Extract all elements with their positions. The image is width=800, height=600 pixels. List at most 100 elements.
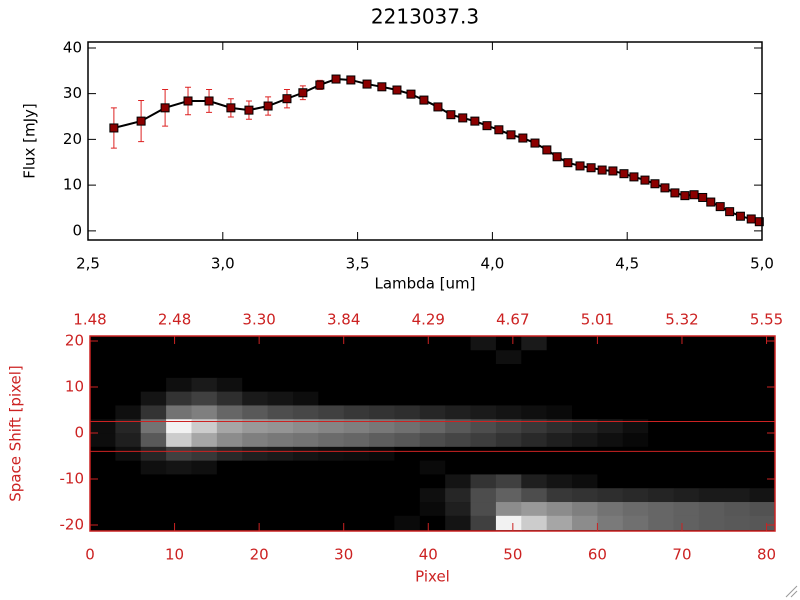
x-tick-label: 2,5 xyxy=(76,255,100,273)
heatmap-cell xyxy=(90,377,116,393)
heatmap-cell xyxy=(90,474,116,489)
heatmap-cell xyxy=(166,460,192,475)
resize-grip xyxy=(785,585,798,598)
heatmap-cell xyxy=(470,488,497,503)
heatmap-cell xyxy=(90,488,116,503)
marker xyxy=(608,166,618,176)
heatmap-cell xyxy=(749,419,776,434)
heatmap-cell xyxy=(749,336,776,351)
heatmap-cell xyxy=(698,474,725,489)
heatmap-cell xyxy=(343,377,370,393)
heatmap-cell xyxy=(216,515,243,531)
heatmap-cell xyxy=(242,364,269,379)
heatmap-cell xyxy=(343,502,370,517)
heatmap-cell xyxy=(166,405,192,420)
heatmap-cell xyxy=(495,433,522,448)
heatmap-cell xyxy=(267,377,294,393)
heatmap-cell xyxy=(90,460,116,475)
marker xyxy=(586,163,596,173)
marker xyxy=(563,158,573,168)
marker xyxy=(226,103,236,113)
heatmap-cell xyxy=(90,502,116,517)
heatmap-cell xyxy=(470,502,497,517)
heatmap-cell xyxy=(292,515,319,531)
x-tick-label: 4,0 xyxy=(480,255,504,273)
heatmap-cell xyxy=(597,350,624,365)
heatmap-cell xyxy=(90,433,116,448)
heatmap-cell xyxy=(216,419,243,434)
heatmap-cell xyxy=(166,502,192,517)
heatmap-cell xyxy=(369,474,395,489)
heatmap-cell xyxy=(749,405,776,420)
heatmap-cell xyxy=(115,460,142,475)
heatmap-cell xyxy=(597,515,624,531)
x2-tick-label: 4.29 xyxy=(412,311,445,329)
heatmap-cell xyxy=(546,515,573,531)
marker xyxy=(754,217,764,227)
marker xyxy=(530,138,540,148)
heatmap-cell xyxy=(572,460,598,475)
heatmap-cell xyxy=(140,515,167,531)
heatmap-cell xyxy=(597,336,624,351)
heatmap-cell xyxy=(495,515,522,531)
heatmap-cell xyxy=(216,336,243,351)
heatmap-cell xyxy=(597,433,624,448)
heatmap-cell xyxy=(622,446,649,462)
heatmap-cell xyxy=(470,419,497,434)
heatmap-cell xyxy=(267,391,294,406)
x2-tick-label: 4.67 xyxy=(496,311,529,329)
heatmap-cell xyxy=(166,419,192,434)
heatmap-cell xyxy=(724,502,751,517)
heatmap-cell xyxy=(495,391,522,406)
y-tick-label: -20 xyxy=(60,516,85,534)
heatmap-cell xyxy=(470,474,497,489)
heatmap-cell xyxy=(115,515,142,531)
heatmap-cell xyxy=(470,336,497,351)
x-tick-label: 80 xyxy=(757,546,776,564)
heatmap-cell xyxy=(495,364,522,379)
heatmap-cell xyxy=(546,336,573,351)
heatmap-cell xyxy=(622,433,649,448)
heatmap-cell xyxy=(673,488,700,503)
heatmap-cell xyxy=(216,433,243,448)
heatmap-cell xyxy=(216,391,243,406)
y-tick-label: 0 xyxy=(72,221,82,239)
heatmap-cell xyxy=(445,446,472,462)
marker xyxy=(377,82,387,92)
heatmap-cell xyxy=(749,364,776,379)
heatmap-cell xyxy=(470,405,497,420)
heatmap-cell xyxy=(369,364,395,379)
heatmap-cell xyxy=(140,460,167,475)
heatmap-cell xyxy=(292,488,319,503)
heatmap-cell xyxy=(749,377,776,393)
heatmap-cell xyxy=(242,350,269,365)
heatmap-cell xyxy=(216,446,243,462)
heatmap-cell xyxy=(521,405,548,420)
heatmap-cell xyxy=(648,474,675,489)
heatmap-cell xyxy=(318,336,345,351)
heatmap-cell xyxy=(546,405,573,420)
heatmap-cell xyxy=(724,405,751,420)
x2-tick-label: 5.55 xyxy=(750,311,783,329)
marker xyxy=(629,172,639,182)
heatmap-cell xyxy=(267,446,294,462)
heatmap-cell xyxy=(216,364,243,379)
marker xyxy=(362,79,372,89)
heatmap-cell xyxy=(698,502,725,517)
heatmap-cell xyxy=(648,515,675,531)
heatmap-cell xyxy=(267,502,294,517)
x2-tick-label: 5.01 xyxy=(581,311,614,329)
heatmap-cell xyxy=(724,350,751,365)
heatmap-cell xyxy=(242,446,269,462)
heatmap-cell xyxy=(749,446,776,462)
marker xyxy=(406,89,416,99)
heatmap-cell xyxy=(546,433,573,448)
heatmap-cell xyxy=(343,515,370,531)
x-tick-label: 40 xyxy=(419,546,438,564)
heatmap-cell xyxy=(419,350,446,365)
heatmap-cell xyxy=(749,460,776,475)
heatmap-cell xyxy=(318,502,345,517)
marker xyxy=(746,214,756,224)
heatmap-cell xyxy=(698,446,725,462)
marker xyxy=(433,102,443,112)
